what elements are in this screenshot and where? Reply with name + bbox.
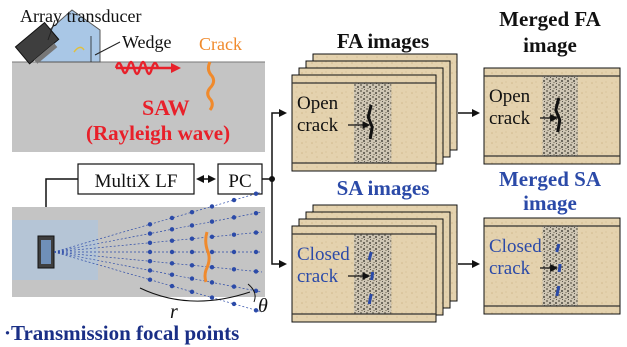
crack-label: Crack [199, 34, 242, 54]
focal-point [253, 210, 259, 216]
beam-arc [73, 46, 85, 53]
multix-box [77, 163, 195, 195]
focal-ray [53, 191, 263, 253]
merged-sa-title-2: image [523, 191, 577, 215]
focal-point [231, 215, 237, 220]
focal-ray [53, 231, 263, 253]
branch-to-sa [271, 179, 287, 268]
array-elements [41, 240, 51, 264]
saw-wave [114, 60, 160, 76]
focal-fan [53, 191, 263, 313]
saw-label: SAW [142, 95, 190, 120]
image-noise-band [353, 83, 392, 163]
focal-point [209, 204, 215, 209]
fa-images-title: FA images [337, 29, 429, 53]
focal-point [253, 249, 259, 255]
wedge-top-view [12, 220, 98, 280]
r-arc [139, 287, 251, 302]
focal-point [189, 249, 195, 255]
focal-point [147, 268, 153, 273]
focal-point [209, 264, 215, 270]
crack-type-label: Open [297, 93, 339, 114]
focal-point [231, 249, 237, 255]
focal-point [189, 289, 195, 295]
focal-point [147, 222, 153, 227]
focal-point [209, 280, 215, 285]
focal-ray [53, 251, 263, 313]
focal-point [253, 308, 259, 313]
focal-point [147, 277, 153, 282]
focal-ray [53, 211, 263, 253]
focal-point [147, 231, 153, 236]
merged-fa-title-2: image [523, 33, 577, 57]
crack-word-label: crack [489, 108, 531, 129]
crack-type-label: Closed [297, 244, 350, 265]
theta-arc [247, 283, 256, 303]
focal-point [169, 227, 175, 232]
focal-point [209, 219, 215, 224]
focal-point [189, 236, 195, 241]
crack-type-label: Open [489, 86, 531, 107]
crack-word-label: crack [489, 258, 531, 279]
focal-point [253, 288, 259, 294]
transducer-callout [47, 19, 56, 41]
r-symbol: r [170, 301, 178, 323]
focal-point [169, 238, 175, 243]
array-transducer-label: Array transducer [20, 6, 141, 26]
multix-label: MultiX LF [95, 171, 178, 192]
image-noise-band [542, 76, 578, 156]
focal-point [189, 276, 195, 281]
merged-fa-title-1: Merged FA [499, 7, 601, 31]
pc-label: PC [228, 171, 251, 192]
focal-point [231, 301, 237, 307]
focal-point [189, 263, 195, 268]
focal-point [169, 272, 175, 277]
sa-images-title: SA images [337, 176, 430, 200]
focal-point [253, 191, 259, 196]
focal-point [169, 261, 175, 266]
closed-crack-mark [367, 251, 375, 305]
rayleigh-label: (Rayleigh wave) [86, 121, 230, 145]
focal-point [209, 295, 215, 300]
focal-point [253, 230, 259, 235]
branch-to-fa [271, 109, 287, 179]
crack-word-label: crack [297, 115, 339, 136]
wedge-callout [94, 41, 121, 56]
focal-point [231, 267, 237, 272]
specimen-top [12, 62, 265, 152]
crack-shape [206, 61, 216, 111]
focal-point [147, 240, 153, 245]
focal-point [189, 209, 195, 215]
focal-point [147, 249, 153, 255]
closed-crack-mark [555, 243, 562, 297]
crack-type-label: Closed [489, 236, 542, 257]
merged-sa-title-1: Merged SA [499, 167, 602, 191]
crack-top-view [203, 231, 211, 283]
focal-point [209, 234, 215, 240]
focal-point [253, 269, 259, 274]
focal-points-label: ·Transmission focal points [4, 321, 239, 345]
focal-point [169, 249, 175, 255]
focal-point [169, 283, 175, 289]
focal-ray [53, 251, 263, 273]
focal-point [189, 223, 195, 228]
focal-point [147, 259, 153, 264]
focal-point [231, 197, 237, 203]
focal-ray [53, 251, 263, 293]
saw-specimen-panel: Array transducer Wedge Crack SAW (Raylei… [12, 6, 265, 152]
crack-word-label: crack [297, 266, 339, 287]
wedge-label: Wedge [122, 32, 172, 52]
focal-point [231, 284, 237, 289]
theta-symbol: θ [258, 295, 268, 317]
focal-point [231, 232, 237, 237]
focal-points-panel: r θ ·Transmission focal points [4, 191, 268, 345]
focal-point [169, 215, 175, 221]
focal-point [209, 249, 215, 255]
